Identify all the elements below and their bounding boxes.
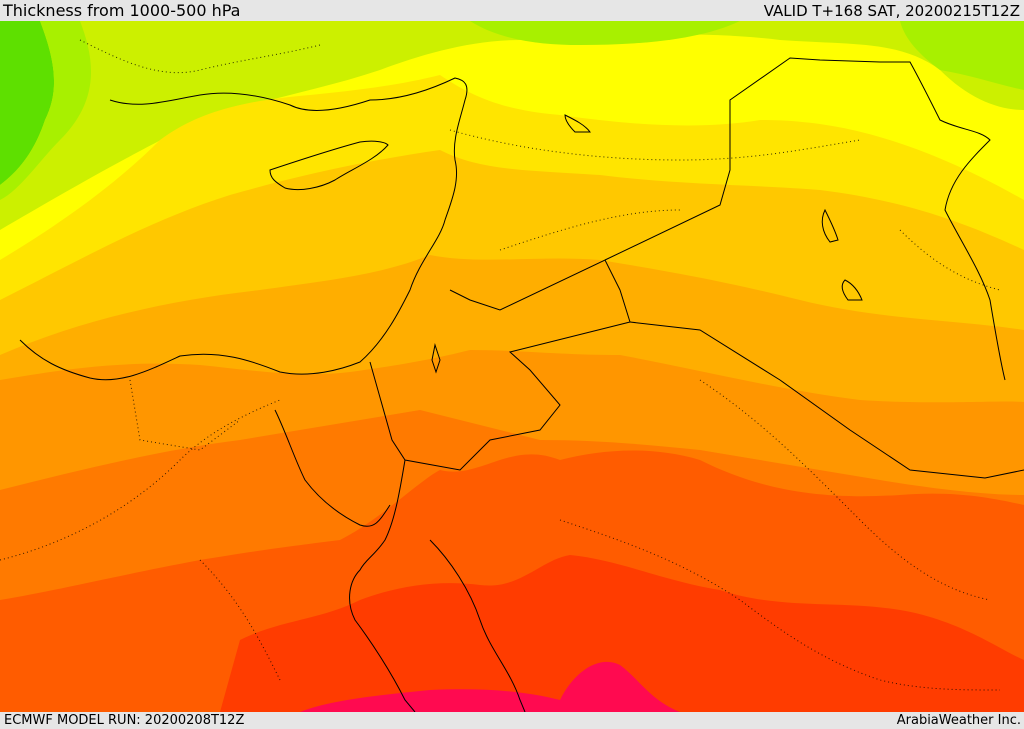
top-bar: Thickness from 1000-500 hPa VALID T+168 … — [0, 0, 1024, 21]
bottom-bar: ECMWF MODEL RUN: 20200208T12Z ArabiaWeat… — [0, 712, 1024, 729]
band-green-nw — [0, 21, 55, 185]
thickness-map[interactable] — [0, 21, 1024, 712]
coastlines — [19, 57, 1024, 712]
band-lightgreen-nw — [0, 21, 92, 200]
band-green-top — [470, 21, 740, 45]
band-green-ne — [900, 21, 1024, 90]
band-red — [220, 555, 1024, 712]
map-title: Thickness from 1000-500 hPa — [3, 1, 241, 20]
valid-time: VALID T+168 SAT, 20200215T12Z — [763, 2, 1020, 20]
model-run: ECMWF MODEL RUN: 20200208T12Z — [4, 713, 245, 728]
country-borders — [0, 39, 1001, 691]
band-magenta — [300, 661, 680, 712]
credit-label: ArabiaWeather Inc. — [896, 713, 1021, 728]
